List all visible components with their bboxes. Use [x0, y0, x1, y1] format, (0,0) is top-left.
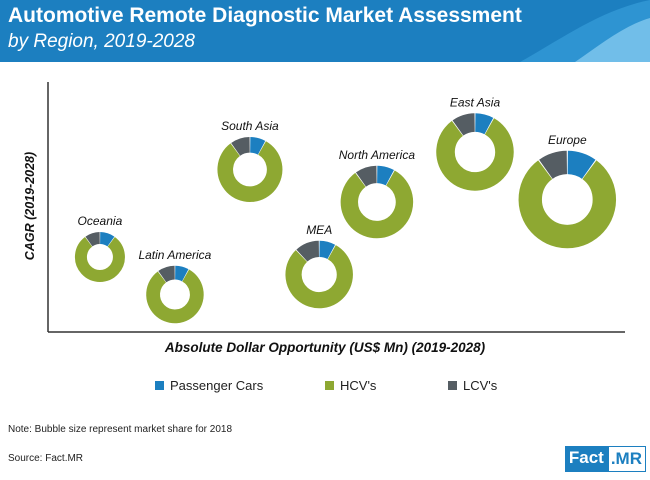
donut-mea-hcv [285, 245, 353, 309]
legend-item-lcv: LCV's [448, 378, 497, 393]
donut-latin-america-lcv [158, 265, 176, 283]
region-label-europe: Europe [548, 133, 587, 147]
donut-south-asia-hcv [217, 141, 283, 202]
donut-mea-lcv [296, 240, 320, 262]
chart-subtitle: by Region, 2019-2028 [8, 31, 195, 52]
factmr-logo: Fact .MR [564, 446, 646, 472]
region-label-mea: MEA [306, 223, 332, 237]
legend: Passenger Cars HCV's LCV's [0, 378, 650, 398]
donut-oceania-hcv [74, 236, 125, 282]
footnote: Note: Bubble size represent market share… [8, 424, 233, 435]
region-label-oceania: Oceania [78, 214, 123, 228]
legend-swatch-hcv [325, 381, 334, 390]
donut-north-america-hcv [340, 170, 414, 239]
legend-swatch-passenger-cars [155, 381, 164, 390]
legend-label-lcv: LCV's [463, 378, 498, 393]
y-axis-label: CAGR (2019-2028) [23, 151, 37, 261]
legend-label-hcv: HCV's [340, 378, 377, 393]
donut-north-america-passenger-cars [376, 165, 394, 186]
x-axis-label: Absolute Dollar Opportunity (US$ Mn) (20… [164, 340, 486, 355]
donut-east-asia-hcv [436, 118, 514, 191]
donut-north-america-lcv [355, 165, 378, 187]
donut-latin-america-passenger-cars [174, 265, 189, 282]
logo-part-mr: .MR [607, 446, 646, 472]
legend-swatch-lcv [448, 381, 457, 390]
logo-part-fact: Fact [564, 446, 608, 472]
region-label-latin-america: Latin America [138, 248, 211, 262]
chart-title: Automotive Remote Diagnostic Market Asse… [8, 4, 522, 27]
donut-europe-lcv [539, 150, 568, 180]
legend-item-hcv: HCV's [325, 378, 376, 393]
legend-item-passenger-cars: Passenger Cars [155, 378, 263, 393]
donut-europe-hcv [518, 160, 617, 249]
donut-south-asia-passenger-cars [249, 137, 266, 155]
header-banner [0, 0, 650, 62]
donut-east-asia-passenger-cars [474, 113, 494, 135]
donut-east-asia-lcv [452, 113, 476, 136]
donut-south-asia-lcv [231, 137, 251, 157]
donut-mea-passenger-cars [318, 240, 336, 260]
region-label-east-asia: East Asia [450, 95, 501, 109]
donut-oceania-passenger-cars [99, 232, 115, 247]
bubble-chart: Oceania Latin America South Asia MEA North A… [47, 82, 625, 333]
donut-latin-america-hcv [146, 269, 204, 324]
source-text: Source: Fact.MR [8, 453, 84, 464]
region-label-north-america: North America [339, 148, 416, 162]
donut-oceania-lcv [85, 232, 101, 247]
region-label-south-asia: South Asia [221, 119, 279, 133]
legend-label-passenger-cars: Passenger Cars [170, 378, 264, 393]
donut-europe-passenger-cars [566, 150, 596, 180]
